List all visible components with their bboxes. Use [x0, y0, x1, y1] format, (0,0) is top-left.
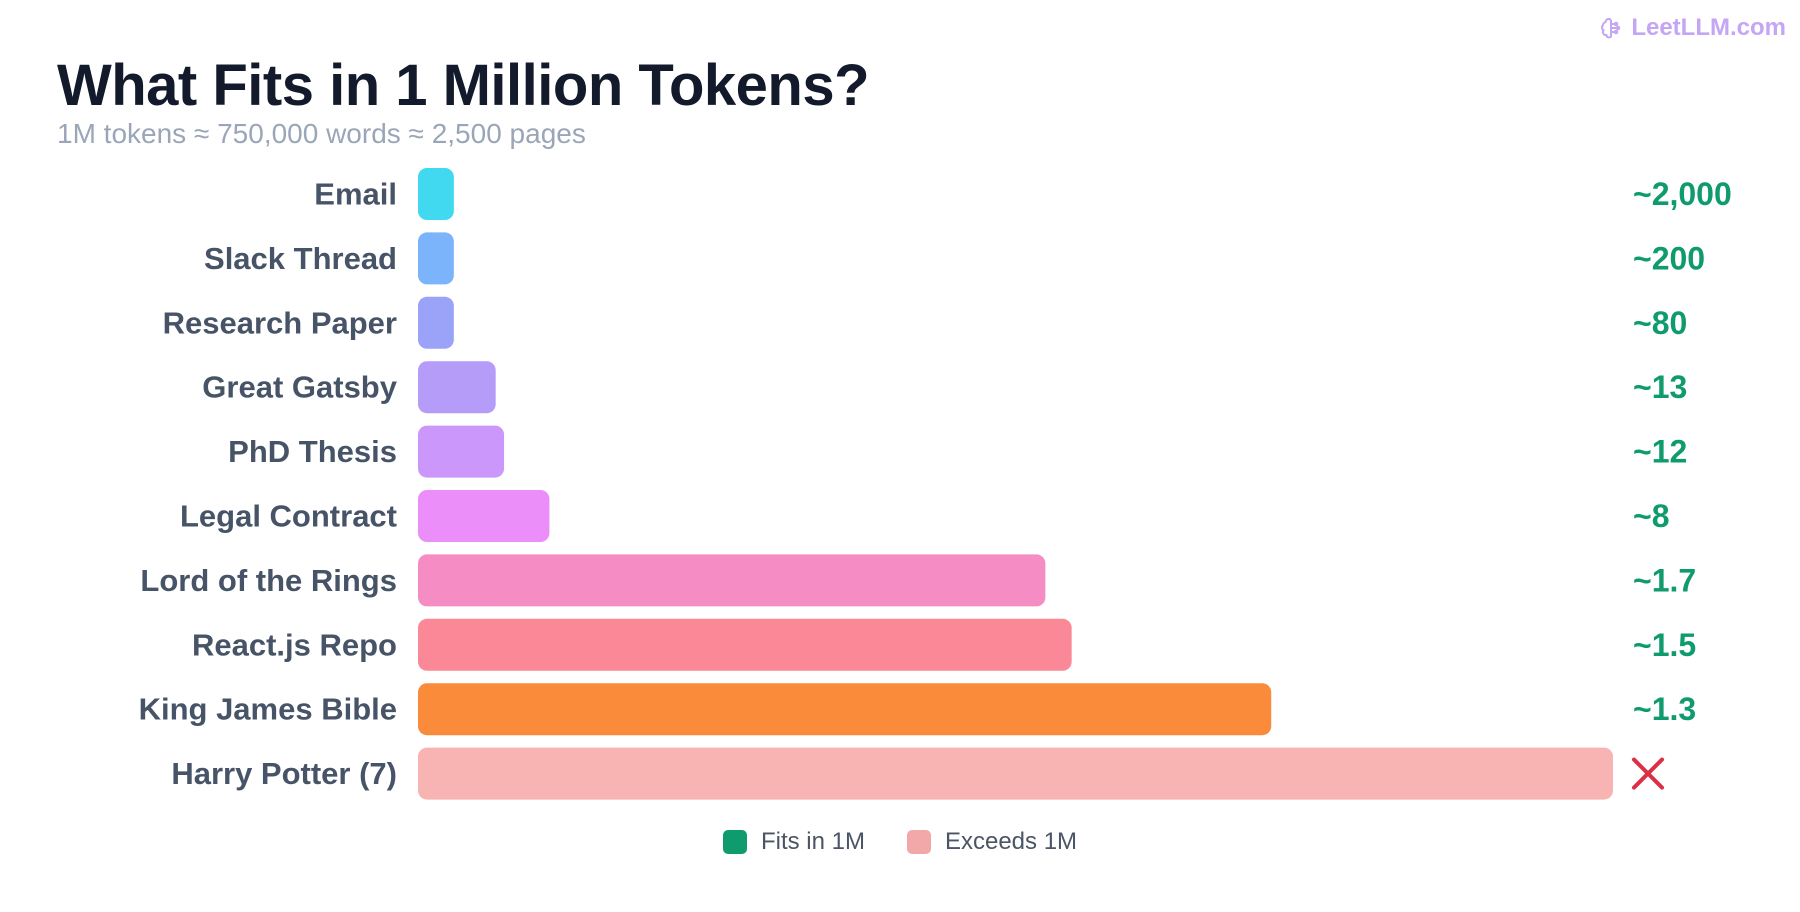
legend-item-exceeds: Exceeds 1M	[906, 828, 1078, 856]
brand-name: LeetLLM.com	[1631, 14, 1786, 41]
category-label-phd-thesis: PhD Thesis	[228, 434, 397, 469]
bar-react-js-repo	[418, 618, 1072, 671]
value-label-phd-thesis: ~12	[1633, 434, 1687, 470]
chart-legend: Fits in 1M Exceeds 1M	[0, 828, 1800, 856]
bar-research-paper	[418, 296, 454, 349]
category-label-email: Email	[314, 177, 397, 212]
bar-legal-contract	[418, 490, 550, 542]
value-label-research-paper: ~80	[1633, 305, 1687, 341]
category-label-legal-contract: Legal Contract	[180, 499, 397, 534]
value-label-react-js-repo: ~1.5	[1633, 627, 1696, 663]
value-label-lord-of-the-rings: ~1.7	[1633, 562, 1696, 598]
value-label-king-james-bible: ~1.3	[1633, 691, 1696, 727]
category-label-research-paper: Research Paper	[163, 305, 397, 340]
bar-email	[418, 168, 454, 220]
category-label-harry-potter-7: Harry Potter (7)	[171, 756, 397, 791]
value-label-great-gatsby: ~13	[1633, 369, 1687, 405]
category-label-great-gatsby: Great Gatsby	[202, 370, 397, 405]
legend-swatch-fits	[722, 830, 747, 854]
bar-king-james-bible	[418, 683, 1272, 736]
legend-label-fits: Fits in 1M	[760, 828, 865, 855]
category-label-slack-thread: Slack Thread	[204, 241, 397, 276]
category-label-lord-of-the-rings: Lord of the Rings	[140, 563, 397, 598]
legend-swatch-exceeds	[906, 830, 931, 854]
legend-item-fits: Fits in 1M	[722, 828, 865, 856]
exceeds-x-icon	[1632, 757, 1664, 790]
brand-logo: LeetLLM.com	[1599, 14, 1786, 42]
bar-phd-thesis	[418, 425, 505, 478]
value-label-email: ~2,000	[1633, 176, 1732, 212]
bar-lord-of-the-rings	[418, 554, 1046, 607]
bar-great-gatsby	[418, 361, 496, 414]
brain-icon	[1599, 16, 1623, 40]
value-label-slack-thread: ~200	[1633, 240, 1705, 276]
chart-title: What Fits in 1 Million Tokens?	[57, 53, 870, 118]
bar-slack-thread	[418, 232, 454, 285]
category-label-king-james-bible: King James Bible	[139, 692, 397, 727]
chart-subtitle: 1M tokens ≈ 750,000 words ≈ 2,500 pages	[57, 118, 586, 149]
legend-label-exceeds: Exceeds 1M	[944, 828, 1078, 855]
category-label-react-js-repo: React.js Repo	[192, 627, 397, 662]
bar-harry-potter-7	[418, 747, 1613, 800]
value-label-legal-contract: ~8	[1633, 498, 1669, 534]
